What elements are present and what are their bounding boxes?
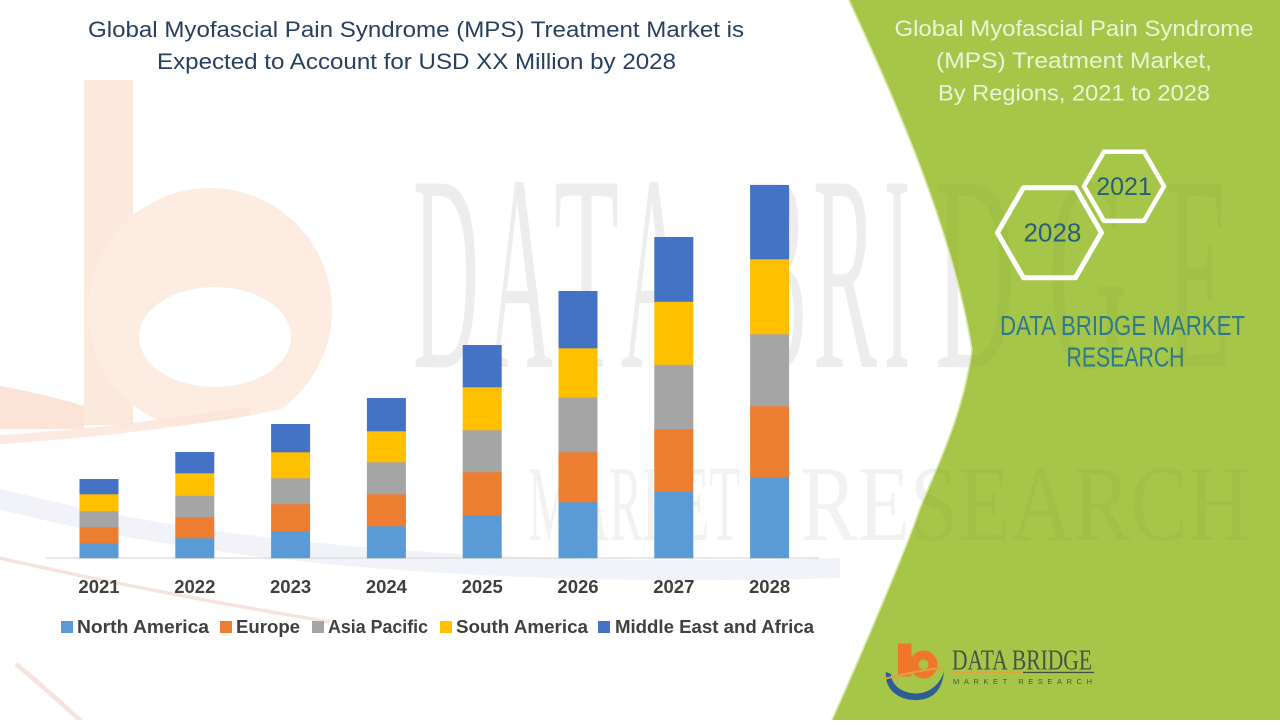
svg-text:DATA BRIDGE MARKET: DATA BRIDGE MARKET xyxy=(1000,310,1245,341)
svg-text:2027: 2027 xyxy=(653,576,694,597)
svg-text:Global Myofascial Pain Syndrom: Global Myofascial Pain Syndrome xyxy=(895,16,1254,41)
svg-text:Expected to Account for USD XX: Expected to Account for USD XX Million b… xyxy=(157,49,676,74)
svg-text:2023: 2023 xyxy=(270,576,311,597)
svg-text:2022: 2022 xyxy=(174,576,215,597)
svg-text:North America: North America xyxy=(77,616,210,637)
svg-text:2021: 2021 xyxy=(1096,173,1152,201)
svg-text:2026: 2026 xyxy=(557,576,598,597)
svg-text:R: R xyxy=(813,117,877,428)
svg-text:Asia Pacific: Asia Pacific xyxy=(328,616,428,637)
svg-text:Europe: Europe xyxy=(236,616,300,637)
svg-text:2028: 2028 xyxy=(749,576,790,597)
svg-text:2024: 2024 xyxy=(366,576,408,597)
svg-text:By Regions, 2021 to 2028: By Regions, 2021 to 2028 xyxy=(938,80,1210,105)
svg-text:2021: 2021 xyxy=(78,576,119,597)
svg-text:Middle East and Africa: Middle East and Africa xyxy=(615,616,815,637)
svg-text:2028: 2028 xyxy=(1023,218,1081,248)
svg-text:South America: South America xyxy=(456,616,589,637)
svg-text:G: G xyxy=(1048,117,1128,428)
svg-text:I: I xyxy=(884,117,910,428)
svg-text:RESEARCH: RESEARCH xyxy=(1067,342,1185,373)
svg-text:2025: 2025 xyxy=(462,576,503,597)
svg-text:(MPS) Treatment Market,: (MPS) Treatment Market, xyxy=(936,48,1212,73)
svg-text:E: E xyxy=(1165,117,1231,428)
svg-text:DATA BRIDGE: DATA BRIDGE xyxy=(952,646,1092,677)
svg-text:Global Myofascial Pain Syndrom: Global Myofascial Pain Syndrome (MPS) Tr… xyxy=(88,17,744,42)
svg-text:MARKET RESEARCH: MARKET RESEARCH xyxy=(953,677,1092,686)
